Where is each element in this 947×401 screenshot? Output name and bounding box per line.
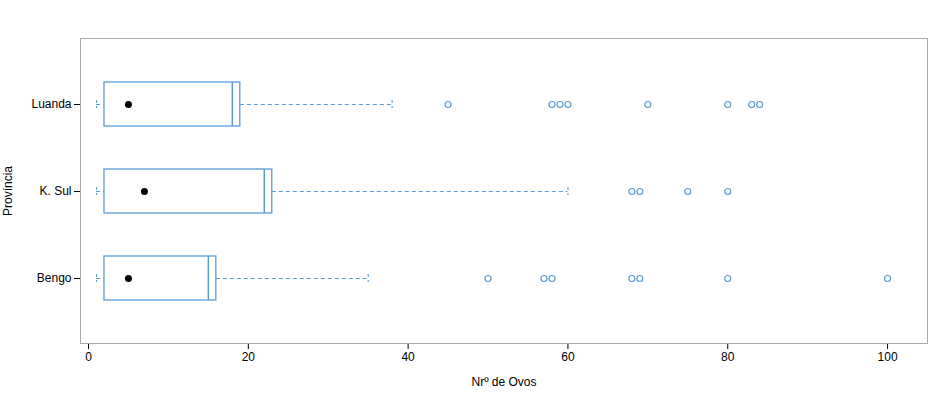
svg-text:100: 100 bbox=[878, 350, 898, 364]
svg-text:Luanda: Luanda bbox=[31, 97, 71, 111]
svg-text:20: 20 bbox=[242, 350, 256, 364]
svg-text:80: 80 bbox=[721, 350, 735, 364]
svg-text:K. Sul: K. Sul bbox=[39, 184, 71, 198]
svg-text:Bengo: Bengo bbox=[37, 271, 72, 285]
svg-text:Nrº de Ovos: Nrº de Ovos bbox=[471, 375, 536, 389]
svg-text:40: 40 bbox=[401, 350, 415, 364]
svg-text:0: 0 bbox=[85, 350, 92, 364]
svg-text:60: 60 bbox=[561, 350, 575, 364]
svg-text:Província: Província bbox=[1, 166, 15, 216]
